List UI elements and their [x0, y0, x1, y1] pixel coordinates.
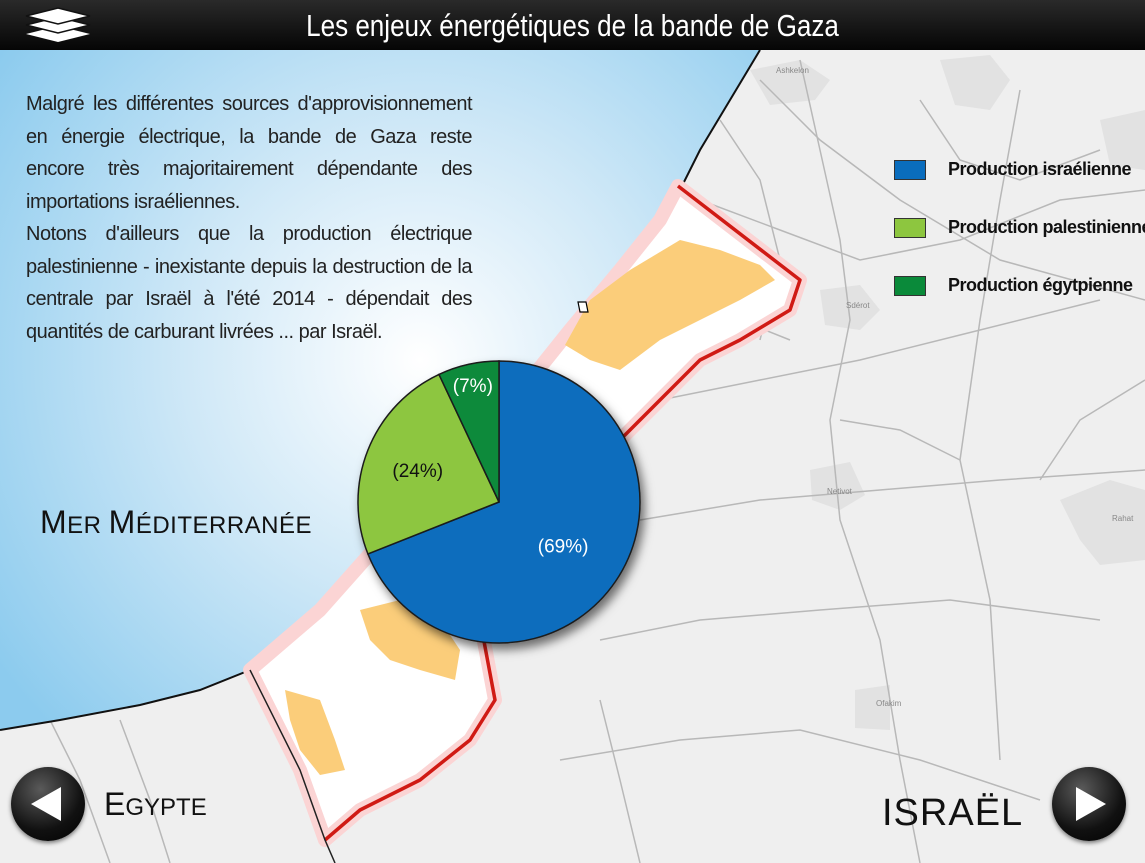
legend-label: Production palestinienne [948, 217, 1145, 237]
pie-slice-palestinian [357, 373, 501, 555]
legend-swatch [894, 218, 926, 238]
page-title: Les enjeux énergétiques de la bande de G… [306, 8, 839, 43]
egypt-label: Egypte [104, 786, 207, 822]
pie-chart [357, 360, 641, 644]
svg-text:Ofakim: Ofakim [876, 699, 902, 708]
layers-icon [25, 7, 91, 42]
legend-label: Production égytpienne [948, 275, 1133, 295]
roads [39, 59, 1145, 863]
pie-slice-palestinian-label: (24%) [392, 461, 443, 482]
svg-text:Ashkelon: Ashkelon [776, 66, 809, 75]
town-labels: Ashkelon Sdérot Netivot Rahat Ofakim [776, 66, 1134, 708]
arrow-left-icon [31, 787, 61, 821]
previous-button[interactable] [11, 767, 85, 841]
title-bar: Les enjeux énergétiques de la bande de G… [0, 0, 1145, 50]
pie-slice-israeli [366, 360, 641, 644]
legend-swatch [894, 160, 926, 180]
arrow-right-icon [1076, 787, 1106, 821]
checkpoint-marker [577, 301, 589, 313]
svg-text:Netivot: Netivot [827, 487, 853, 496]
urban-areas [750, 55, 1145, 730]
intro-text: Malgré les différentes sources d'approvi… [26, 88, 473, 348]
egypt-border [249, 669, 336, 863]
israel-label: ISRAËL [882, 792, 1024, 834]
intro-paragraph-2: Notons d'ailleurs que la production élec… [26, 223, 473, 343]
map: Ashkelon Sdérot Netivot Rahat Ofakim (69… [0, 50, 1145, 863]
svg-text:Sdérot: Sdérot [846, 301, 870, 310]
next-button[interactable] [1052, 767, 1126, 841]
sea-label: Mer Méditerranée [40, 504, 313, 540]
pie-labels: (69%) (24%) (7%) [392, 376, 588, 558]
legend-label: Production israélienne [948, 159, 1132, 179]
pie-slice-egyptian [437, 360, 500, 503]
layers-menu-button[interactable] [22, 4, 94, 46]
legend-swatch [894, 276, 926, 296]
pie-slice-israeli-label: (69%) [538, 537, 589, 558]
intro-paragraph-1: Malgré les différentes sources d'approvi… [26, 93, 473, 213]
mediterranean-sea [0, 50, 760, 730]
pie-slice-egyptian-label: (7%) [453, 376, 493, 397]
svg-text:Rahat: Rahat [1112, 514, 1134, 523]
